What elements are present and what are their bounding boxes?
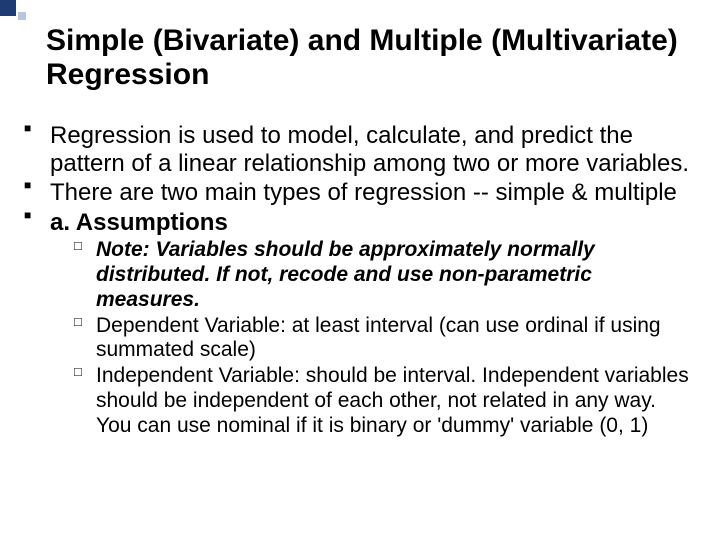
square-bullet-icon: ■: [20, 122, 50, 136]
sub-bullet-group: □ Note: Variables should be approximatel…: [74, 238, 694, 438]
sub-bullet-text: Independent Variable: should be interval…: [96, 364, 694, 438]
bullet-item: ■ a. Assumptions: [20, 209, 694, 237]
corner-accent: [0, 0, 30, 24]
sub-bullet-item: □ Dependent Variable: at least interval …: [74, 314, 694, 364]
bullet-text: There are two main types of regression -…: [50, 179, 694, 207]
hollow-square-bullet-icon: □: [74, 238, 96, 253]
slide-body: ■ Regression is used to model, calculate…: [20, 122, 694, 440]
accent-square-small: [18, 12, 26, 20]
bullet-item: ■ Regression is used to model, calculate…: [20, 122, 694, 177]
slide: Simple (Bivariate) and Multiple (Multiva…: [0, 0, 720, 540]
note-rest: Variables should be approximately normal…: [96, 238, 595, 311]
bullet-text: a. Assumptions: [50, 209, 694, 237]
bullet-item: ■ There are two main types of regression…: [20, 179, 694, 207]
bullet-text: Regression is used to model, calculate, …: [50, 122, 694, 177]
slide-title: Simple (Bivariate) and Multiple (Multiva…: [46, 24, 680, 91]
sub-bullet-text: Dependent Variable: at least interval (c…: [96, 314, 694, 364]
hollow-square-bullet-icon: □: [74, 364, 96, 379]
note-lead: Note:: [96, 238, 150, 261]
square-bullet-icon: ■: [20, 209, 50, 223]
accent-square-big: [0, 0, 16, 16]
sub-bullet-item: □ Note: Variables should be approximatel…: [74, 238, 694, 312]
sub-bullet-item: □ Independent Variable: should be interv…: [74, 364, 694, 438]
sub-bullet-text: Note: Variables should be approximately …: [96, 238, 694, 312]
square-bullet-icon: ■: [20, 179, 50, 193]
hollow-square-bullet-icon: □: [74, 314, 96, 329]
